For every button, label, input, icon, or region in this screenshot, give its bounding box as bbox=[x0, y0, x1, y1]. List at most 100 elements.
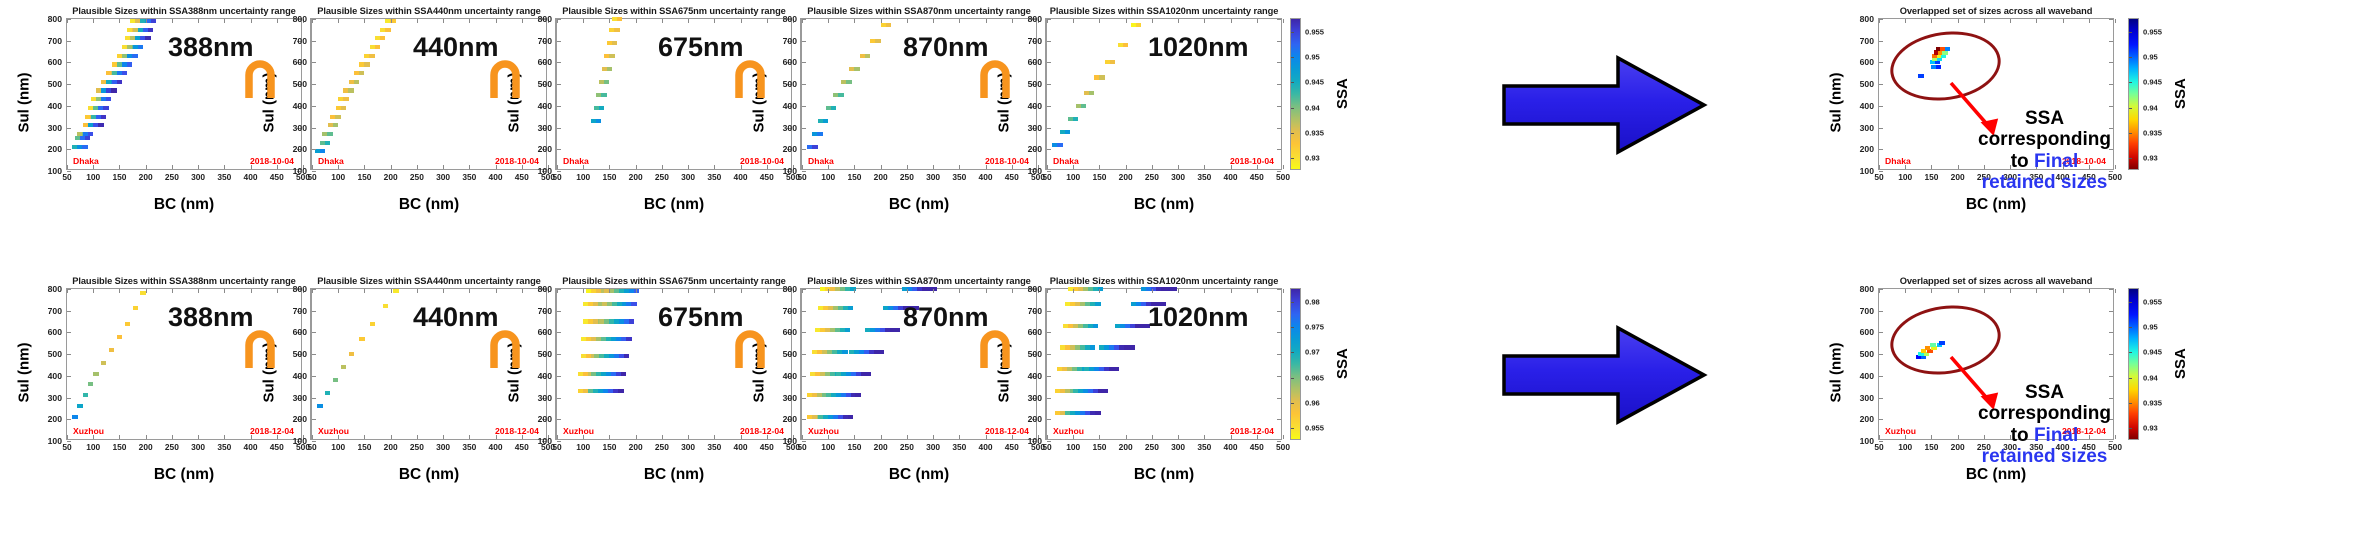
y-tick-mark bbox=[1047, 62, 1051, 64]
x-tick-mark bbox=[1283, 289, 1284, 293]
x-tick-mark bbox=[557, 19, 558, 23]
y-tick-label: 600 bbox=[1027, 57, 1042, 68]
callout-arrow-icon bbox=[1948, 80, 2018, 155]
heatmap-cell bbox=[580, 354, 586, 359]
x-tick-mark bbox=[250, 165, 252, 169]
heatmap-cell bbox=[1104, 345, 1110, 350]
panel-title: Plausible Sizes within SSA675nm uncertai… bbox=[562, 276, 786, 286]
y-tick-mark bbox=[802, 397, 806, 399]
callout-annotation: SSA corresponding to Final retained sizes bbox=[1978, 108, 2111, 194]
y-tick-label: 200 bbox=[1859, 144, 1874, 155]
wavelength-label: 440nm bbox=[413, 32, 499, 62]
x-tick-mark bbox=[1983, 165, 1985, 169]
heatmap-cell bbox=[1065, 302, 1071, 307]
x-tick-mark bbox=[67, 19, 68, 23]
y-tick-mark bbox=[2109, 40, 2113, 42]
x-tick-mark bbox=[635, 165, 637, 169]
heatmap-cell bbox=[875, 38, 881, 43]
heatmap-cell bbox=[1109, 60, 1115, 65]
heatmap-cell bbox=[122, 62, 128, 67]
date-label: 2018-10-04 bbox=[250, 156, 294, 166]
colorbar-tick-mark bbox=[2129, 31, 2132, 33]
y-tick-label: 600 bbox=[1859, 327, 1874, 338]
y-tick-mark bbox=[1277, 310, 1281, 312]
heatmap-cell bbox=[595, 289, 602, 294]
x-tick-mark bbox=[1879, 289, 1880, 293]
heatmap-cell bbox=[611, 302, 617, 307]
heatmap-cell bbox=[379, 36, 386, 41]
x-tick-mark bbox=[119, 19, 121, 23]
colorbar-tick-mark bbox=[2129, 428, 2132, 430]
x-tick-mark bbox=[67, 435, 68, 439]
site-label: Xuzhou bbox=[73, 426, 105, 436]
annotation-line-2: corresponding bbox=[1978, 403, 2112, 425]
x-tick-mark bbox=[959, 19, 961, 23]
colorbar-tick-mark bbox=[1291, 301, 1294, 303]
heatmap-cell bbox=[606, 40, 613, 45]
x-tick-mark bbox=[548, 289, 549, 293]
heatmap-cell bbox=[93, 105, 99, 110]
y-tick-label: 300 bbox=[1027, 392, 1042, 403]
x-tick-label: 150 bbox=[1092, 172, 1107, 182]
y-tick-label: 100 bbox=[1027, 436, 1042, 446]
colorbar-label: SSA bbox=[2172, 78, 2189, 109]
heatmap-cell bbox=[1155, 302, 1162, 307]
axes-box: 100 200 300 400 500 600 700 800 50 100 150 200 250 30… bbox=[48, 14, 310, 182]
x-tick-mark bbox=[224, 435, 226, 439]
x-tick-mark bbox=[985, 165, 987, 169]
y-tick-mark bbox=[297, 171, 301, 172]
site-label: Dhaka bbox=[318, 156, 344, 166]
x-tick-mark bbox=[688, 435, 690, 439]
y-tick-mark bbox=[1032, 332, 1036, 334]
colorbar: 0.955 0.95 0.945 0.94 0.935 0.93 bbox=[2128, 18, 2162, 170]
x-tick-label: 300 bbox=[681, 172, 696, 182]
y-tick-mark bbox=[1032, 397, 1036, 399]
y-tick-mark bbox=[67, 397, 71, 399]
intersection-icon bbox=[978, 58, 1012, 98]
x-tick-label: 200 bbox=[628, 172, 643, 182]
y-tick-mark bbox=[787, 397, 791, 399]
heatmap-cell bbox=[838, 92, 844, 97]
colorbar-tick-mark bbox=[1291, 158, 1294, 160]
heatmap-cell bbox=[82, 123, 89, 128]
y-tick-label: 800 bbox=[537, 14, 552, 24]
y-axis-label: Sul (nm) bbox=[1827, 342, 1845, 403]
heatmap-cell bbox=[620, 371, 627, 376]
heatmap-cell bbox=[1150, 302, 1157, 307]
heatmap-cell bbox=[585, 289, 592, 294]
x-tick-mark bbox=[2062, 19, 2064, 23]
heatmap-cell bbox=[132, 45, 138, 50]
x-tick-label: 100 bbox=[1066, 442, 1081, 452]
heatmap-cell bbox=[593, 354, 600, 359]
wavelength-label: 388nm bbox=[168, 32, 254, 62]
heatmap-cell bbox=[600, 289, 607, 294]
x-tick-mark bbox=[1099, 19, 1101, 23]
heatmap-cell bbox=[609, 289, 615, 294]
x-tick-label: 350 bbox=[952, 442, 967, 452]
heatmap-cell bbox=[1080, 103, 1087, 108]
x-tick-mark bbox=[303, 435, 304, 439]
heatmap-cell bbox=[842, 306, 848, 311]
y-tick-label: 400 bbox=[782, 100, 797, 111]
heatmap-cell bbox=[135, 19, 141, 24]
x-tick-mark bbox=[1204, 165, 1206, 169]
heatmap-cell bbox=[1115, 323, 1121, 328]
x-tick-label: 500 bbox=[786, 442, 800, 452]
x-tick-label: 450 bbox=[514, 172, 529, 182]
heatmap-cell bbox=[913, 306, 919, 311]
x-tick-mark bbox=[1011, 435, 1013, 439]
x-tick-label: 200 bbox=[383, 442, 398, 452]
axes-box: 100 200 300 400 500 600 700 800 50 100 150 200 250 30… bbox=[1860, 284, 2122, 452]
heatmap-cell bbox=[358, 71, 365, 76]
panel-overlap-xuzhou: Overlapped set of sizes across all waveb… bbox=[1827, 274, 2350, 532]
heatmap-cell bbox=[1097, 286, 1104, 291]
x-tick-label: 250 bbox=[164, 172, 179, 182]
y-tick-label: 200 bbox=[1027, 414, 1042, 425]
y-tick-mark bbox=[1879, 171, 1883, 172]
y-tick-mark bbox=[787, 171, 791, 172]
x-tick-label: 200 bbox=[383, 172, 398, 182]
heatmap-cell bbox=[609, 27, 615, 32]
y-tick-mark bbox=[1277, 40, 1281, 42]
colorbar-tick-label: 0.96 bbox=[1305, 398, 1320, 408]
y-tick-label: 600 bbox=[537, 327, 552, 338]
